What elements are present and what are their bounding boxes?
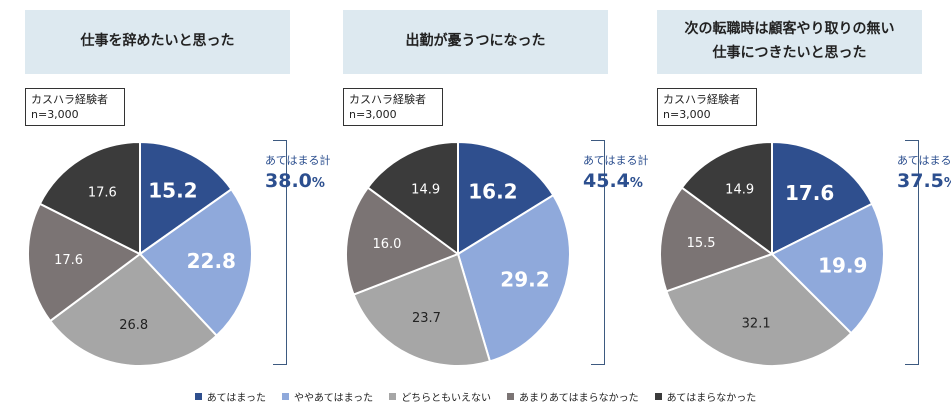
slice-value-label: 26.8 (119, 318, 148, 333)
chart-panel-1: 仕事を辞めたいと思った カスハラ経験者 n=3,000 15.2 22.8 26.8… (25, 0, 335, 380)
chart-title: 出勤が憂うつになった (343, 10, 608, 74)
total-unit: % (311, 176, 325, 191)
legend-label: ややあてはまった (293, 392, 374, 404)
legend-swatch (507, 392, 514, 400)
chart-panel-2: 出勤が憂うつになった カスハラ経験者 n=3,000 16.2 29.2 23.7 1… (343, 0, 653, 380)
pie-slice (457, 140, 555, 256)
legend-item: あてはまった (194, 389, 266, 404)
sample-note-line-1: カスハラ経験者 (349, 93, 426, 106)
total-value: 38.0% (265, 170, 325, 192)
pie-chart: 16.2 29.2 23.7 16.0 14.9 (345, 140, 571, 367)
pie-slice (456, 193, 571, 363)
pie-slice (48, 252, 219, 367)
sample-note-line-1: カスハラ経験者 (31, 93, 108, 106)
legend-label: あてはまった (206, 392, 266, 404)
slice-value-label: 16.0 (372, 237, 401, 252)
pie-slice (38, 140, 141, 256)
slice-value-label: 15.5 (687, 236, 716, 251)
total-unit: % (629, 176, 643, 191)
slice-value-label: 32.1 (742, 316, 771, 331)
total-value: 45.4% (583, 170, 643, 192)
sample-note: カスハラ経験者 n=3,000 (343, 88, 443, 126)
legend-swatch (194, 392, 202, 400)
pie-slice (771, 140, 874, 256)
pie-slice (139, 140, 233, 256)
total-value: 37.5% (897, 170, 951, 192)
pie-chart: 17.6 19.9 32.1 15.5 14.9 (659, 140, 885, 367)
pie-slice (366, 140, 459, 256)
total-unit: % (944, 176, 951, 191)
pie-chart: 15.2 22.8 26.8 17.6 17.6 (27, 140, 253, 367)
legend-swatch (389, 392, 397, 400)
legend-swatch (281, 392, 289, 400)
pie-slice (659, 186, 775, 293)
total-number: 38.0 (265, 170, 312, 192)
pie-slice (345, 186, 461, 296)
slice-value-label: 19.9 (818, 253, 867, 277)
slice-value-label: 17.6 (785, 181, 834, 205)
legend-label: どちらともいえない (401, 392, 491, 404)
slice-value-label: 16.2 (468, 179, 517, 203)
total-label: あてはまる計 (583, 154, 649, 167)
legend-item: あてはまらなかった (654, 389, 757, 404)
total-label: あてはまる計 (265, 154, 331, 167)
sample-note-line-2: n=3,000 (31, 108, 79, 121)
chart-title: 次の転職時は顧客やり取りの無い 仕事につきたいと思った (657, 10, 922, 74)
slice-value-label: 17.6 (54, 253, 83, 268)
slice-value-label: 17.6 (88, 186, 117, 201)
total-bracket (591, 140, 605, 365)
pie-slice (27, 202, 142, 323)
pie-slice (770, 202, 885, 335)
slice-value-label: 23.7 (412, 311, 441, 326)
total-label: あてはまる計 (897, 154, 951, 167)
legend-item: どちらともいえない (389, 389, 491, 404)
slice-value-label: 15.2 (148, 178, 197, 202)
legend-item: ややあてはまった (281, 389, 374, 404)
sample-note: カスハラ経験者 n=3,000 (25, 88, 125, 126)
slice-value-label: 29.2 (500, 268, 549, 292)
legend: あてはまった ややあてはまった どちらともいえない あまりあてはまらなかった あ… (0, 386, 951, 406)
legend-item: あまりあてはまらなかった (507, 389, 639, 404)
chart-title: 仕事を辞めたいと思った (25, 10, 290, 74)
total-number: 37.5 (897, 170, 944, 192)
sample-note-line-2: n=3,000 (349, 108, 397, 121)
pie-slice (680, 140, 773, 256)
total-bracket (273, 140, 287, 365)
slice-value-label: 14.9 (411, 183, 440, 198)
sample-note-line-1: カスハラ経験者 (663, 93, 740, 106)
pie-slice (138, 187, 253, 338)
legend-label: あてはまらなかった (666, 392, 757, 404)
total-bracket (905, 140, 919, 365)
legend-label: あまりあてはまらなかった (519, 392, 639, 404)
sample-note-line-2: n=3,000 (663, 108, 711, 121)
slice-value-label: 14.9 (725, 183, 754, 198)
slice-value-label: 22.8 (187, 249, 236, 273)
total-number: 45.4 (583, 170, 630, 192)
pie-slice (665, 252, 853, 367)
legend-swatch (654, 392, 662, 400)
sample-note: カスハラ経験者 n=3,000 (657, 88, 757, 126)
chart-panel-3: 次の転職時は顧客やり取りの無い 仕事につきたいと思った カスハラ経験者 n=3,… (657, 0, 951, 380)
